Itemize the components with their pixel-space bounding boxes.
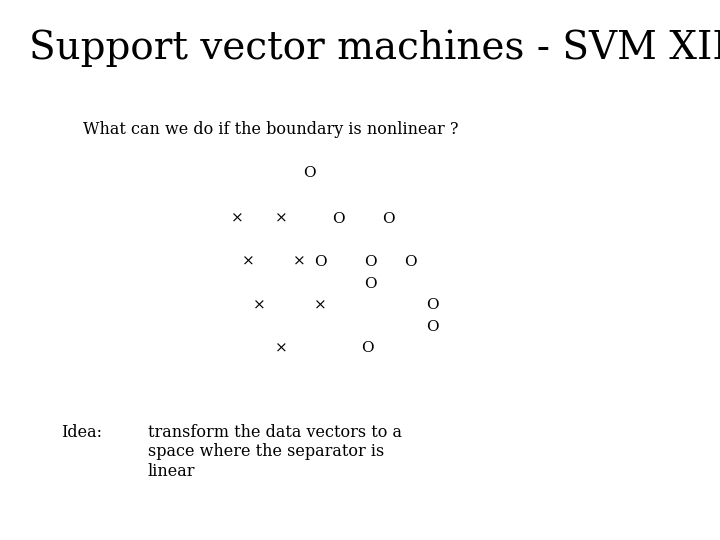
Text: ×: × — [292, 255, 305, 269]
Text: O: O — [382, 212, 395, 226]
Text: O: O — [314, 255, 327, 269]
Text: transform the data vectors to a
space where the separator is
linear: transform the data vectors to a space wh… — [148, 424, 402, 480]
Text: ×: × — [274, 341, 287, 355]
Text: O: O — [364, 276, 377, 291]
Text: Idea:: Idea: — [61, 424, 102, 441]
Text: O: O — [404, 255, 417, 269]
Text: O: O — [426, 298, 438, 312]
Text: Support vector machines - SVM XII.: Support vector machines - SVM XII. — [29, 30, 720, 67]
Text: ×: × — [274, 212, 287, 226]
Text: O: O — [361, 341, 374, 355]
Text: O: O — [364, 255, 377, 269]
Text: ×: × — [242, 255, 255, 269]
Text: What can we do if the boundary is nonlinear ?: What can we do if the boundary is nonlin… — [83, 122, 459, 138]
Text: ×: × — [253, 298, 266, 312]
Text: O: O — [426, 320, 438, 334]
Text: O: O — [303, 166, 316, 180]
Text: ×: × — [231, 212, 244, 226]
Text: ×: × — [314, 298, 327, 312]
Text: O: O — [332, 212, 345, 226]
